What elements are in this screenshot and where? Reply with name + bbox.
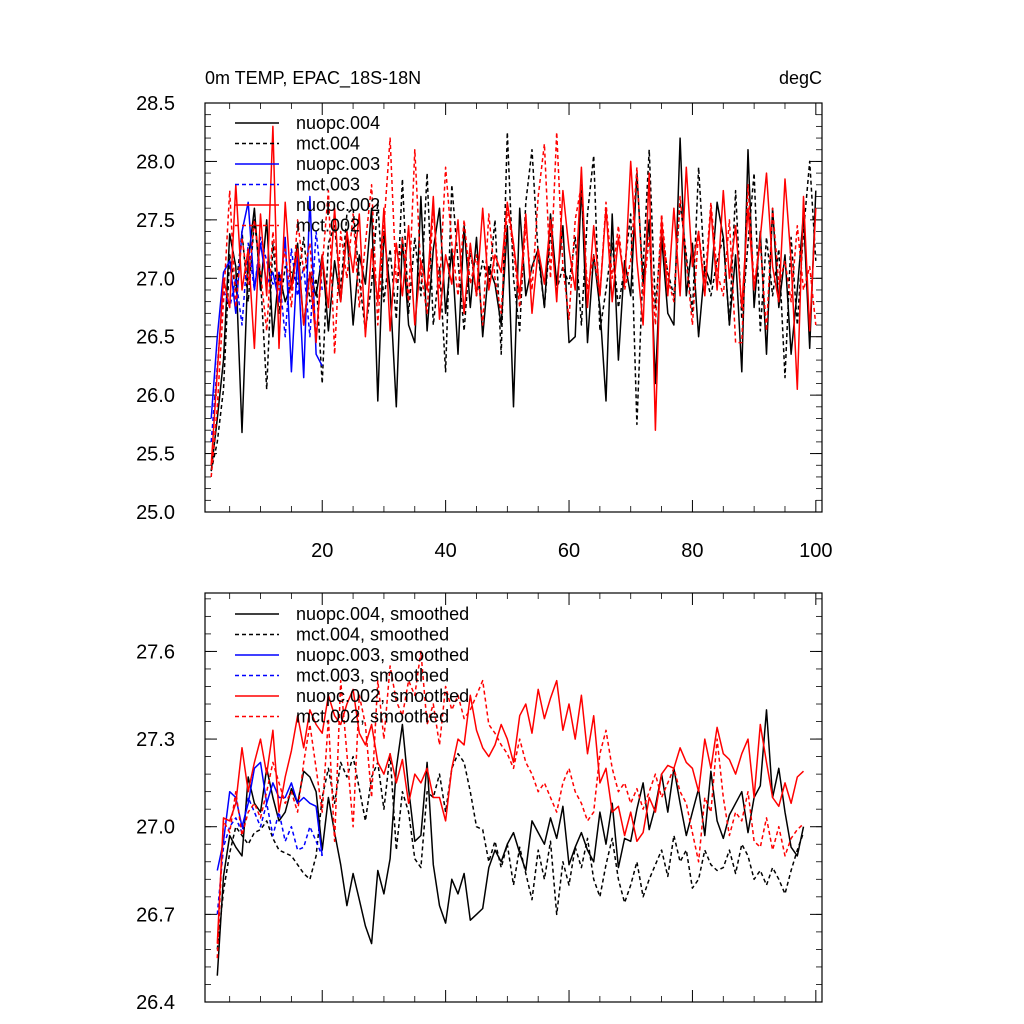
legend-label: nuopc.003 xyxy=(296,154,380,174)
chart-units: degC xyxy=(779,68,822,88)
x-tick-label: 80 xyxy=(681,540,703,562)
y-tick-label: 25.0 xyxy=(136,502,175,524)
legend-label: nuopc.002 xyxy=(296,195,380,215)
series-line-nuopc-002 xyxy=(210,125,817,466)
legend-label: mct.003 xyxy=(296,175,360,195)
y-tick-label: 26.5 xyxy=(136,327,175,349)
y-tick-label: 28.0 xyxy=(136,151,175,173)
y-tick-label: 28.5 xyxy=(136,93,175,115)
legend-label: nuopc.003, smoothed xyxy=(296,645,469,665)
legend-label: mct.003, smoothed xyxy=(296,666,449,686)
y-tick-label: 27.5 xyxy=(136,210,175,232)
plot-frame-bottom xyxy=(204,592,823,1003)
x-tick-label: 100 xyxy=(799,540,832,562)
series-line-mct-003-smoothed xyxy=(216,796,323,915)
x-tick-label: 60 xyxy=(558,540,580,562)
series-line-mct-004-smoothed xyxy=(216,752,805,950)
legend-label: mct.004, smoothed xyxy=(296,625,449,645)
series-line-nuopc-002-smoothed xyxy=(216,679,805,944)
legend-label: nuopc.002, smoothed xyxy=(296,686,469,706)
y-tick-label: 27.6 xyxy=(136,641,175,663)
bottom-chart: 26.4 26.7 27.0 27.3 27.6 nuopc.004, smoothed… xyxy=(136,592,823,1014)
top-chart: 0m TEMP, EPAC_18S-18N degC 25.0 25.5 26.0 2… xyxy=(136,68,832,562)
legend-label: nuopc.004 xyxy=(296,113,380,133)
series-line-nuopc-003-smoothed xyxy=(216,761,323,871)
series-line-mct-002-smoothed xyxy=(216,650,805,959)
y-tick-label: 27.0 xyxy=(136,817,175,839)
legend-label: mct.002 xyxy=(296,216,360,236)
y-tick-label: 25.5 xyxy=(136,444,175,466)
y-tick-label: 27.0 xyxy=(136,268,175,290)
y-tick-label: 27.3 xyxy=(136,729,175,751)
series-line-nuopc-004-smoothed xyxy=(216,709,805,976)
chart-title: 0m TEMP, EPAC_18S-18N xyxy=(205,68,421,89)
y-tick-label: 26.4 xyxy=(136,992,175,1014)
legend-label: mct.004 xyxy=(296,134,360,154)
x-tick-label: 40 xyxy=(435,540,457,562)
plot-frame-top xyxy=(204,102,823,513)
legend-label: mct.002, smoothed xyxy=(296,707,449,727)
x-tick-label: 20 xyxy=(311,540,333,562)
legend-label: nuopc.004, smoothed xyxy=(296,604,469,624)
y-tick-label: 26.7 xyxy=(136,904,175,926)
y-tick-label: 26.0 xyxy=(136,385,175,407)
series-line-mct-002 xyxy=(210,131,817,477)
